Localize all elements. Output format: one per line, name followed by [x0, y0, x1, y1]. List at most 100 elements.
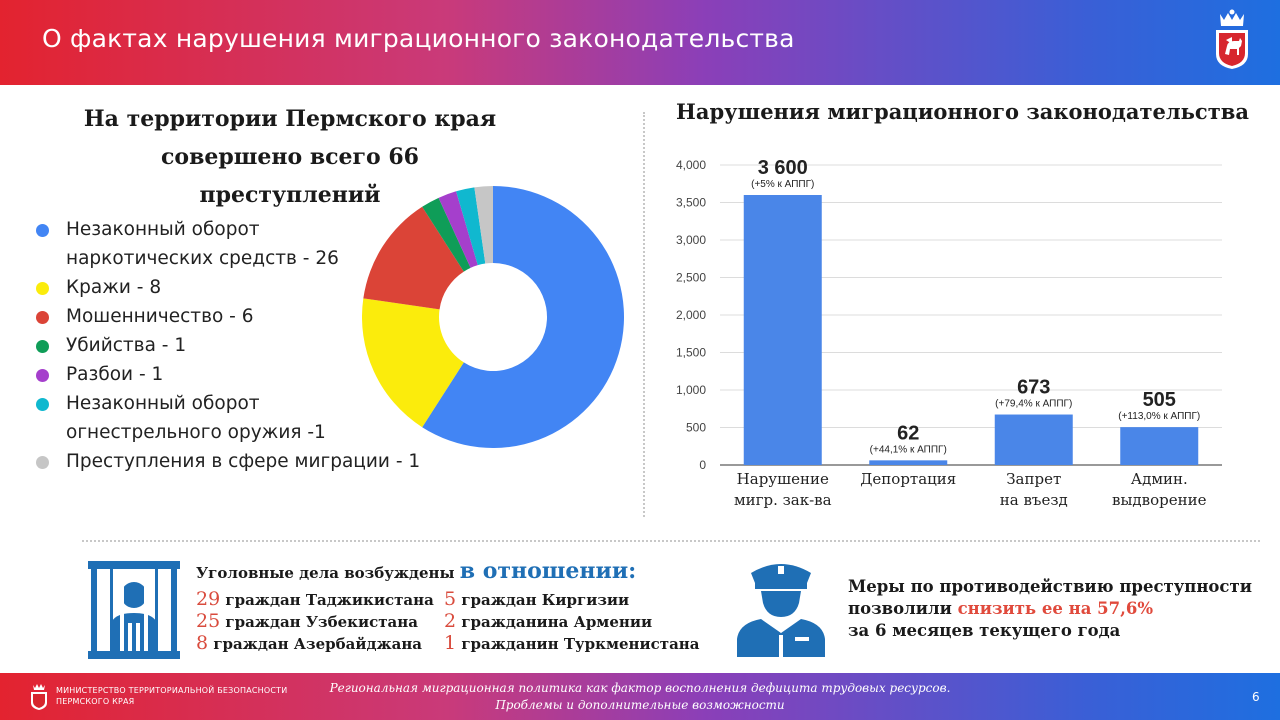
measures-line2-a: позволили [848, 599, 958, 618]
legend-label: Незаконный оборот [66, 219, 260, 240]
bar-note: (+44,1% к АППГ) [870, 444, 947, 455]
bar-chart-title: Нарушения миграционного законодательства [676, 99, 1249, 124]
cases-title: Уголовные дела возбуждены в отношении: [196, 558, 636, 584]
bar-value-label: 673 [1017, 377, 1050, 399]
coat-of-arms-icon [1216, 9, 1248, 69]
legend-swatch [36, 398, 49, 411]
x-category-label: Нарушение [737, 470, 829, 488]
horizontal-divider [82, 540, 1260, 542]
y-tick-label: 2,000 [676, 308, 706, 322]
case-count: 25 [196, 610, 221, 632]
y-tick-label: 3,000 [676, 233, 706, 247]
header-bar: О фактах нарушения миграционного законод… [0, 0, 1280, 85]
presentation-subtitle-line2: Проблемы и дополнительные возможности [495, 698, 785, 712]
y-tick-label: 1,000 [676, 383, 706, 397]
legend-label: Преступления в сфере миграции - 1 [66, 451, 421, 472]
cases-list-left: 29 граждан Таджикистана 25 граждан Узбеки… [196, 589, 434, 655]
legend-label: Кражи - 8 [66, 277, 162, 298]
case-row: 1 гражданин Туркменистана [444, 633, 700, 655]
legend-item: Преступления в сфере миграции - 1 [36, 447, 420, 476]
measures-text: Меры по противодействию преступности поз… [848, 576, 1252, 642]
case-count: 29 [196, 588, 221, 610]
legend-label: Незаконный оборот [66, 393, 260, 414]
legend-item: Разбои - 1 [36, 360, 420, 389]
legend-swatch [36, 456, 49, 469]
bar-value-label: 62 [897, 422, 919, 444]
case-row: 5 граждан Киргизии [444, 589, 700, 611]
legend-item: Незаконный оборот наркотических средств -… [36, 215, 420, 273]
bar-note: (+5% к АППГ) [751, 179, 814, 190]
legend-label: огнестрельного оружия -1 [66, 422, 326, 443]
presentation-subtitle: Региональная миграционная политика как ф… [300, 680, 980, 714]
footer-bar: МИНИСТЕРСТВО ТЕРРИТОРИАЛЬНОЙ БЕЗОПАСНОСТ… [0, 673, 1280, 720]
legend-item: Мошенничество - 6 [36, 302, 420, 331]
legend-label: Убийства - 1 [66, 335, 187, 356]
legend-item: Незаконный оборот огнестрельного оружия -… [36, 389, 420, 447]
donut-slice [456, 187, 486, 266]
case-nationality: граждан Узбекистана [220, 613, 418, 631]
case-count: 5 [444, 588, 457, 610]
bar-value-label: 3 600 [758, 157, 808, 179]
legend-swatch [36, 282, 49, 295]
case-nationality: гражданина Армении [456, 613, 653, 631]
measures-line2-highlight: снизить ее на 57,6% [957, 599, 1153, 618]
y-tick-label: 500 [686, 421, 706, 435]
page-title: О фактах нарушения миграционного законод… [42, 24, 795, 53]
x-category-label: Запрет [1006, 470, 1061, 488]
donut-slice [363, 206, 464, 310]
y-tick-label: 3,500 [676, 196, 706, 210]
ministry-name-line1: МИНИСТЕРСТВО ТЕРРИТОРИАЛЬНОЙ БЕЗОПАСНОСТ… [56, 686, 288, 695]
case-nationality: граждан Азербайджана [208, 635, 423, 653]
case-nationality: гражданин Туркменистана [456, 635, 700, 653]
legend-item: Убийства - 1 [36, 331, 420, 360]
x-category-label: мигр. зак-ва [734, 491, 832, 509]
case-row: 25 граждан Узбекистана [196, 611, 434, 633]
cases-list-right: 5 граждан Киргизии 2 гражданина Армении 1 … [444, 589, 700, 655]
cases-title-emph: в отношении: [459, 558, 637, 584]
crimes-legend: Незаконный оборот наркотических средств -… [36, 215, 420, 476]
donut-slice [422, 186, 624, 448]
y-tick-label: 4,000 [676, 158, 706, 172]
prisoner-icon [88, 561, 180, 659]
footer-coat-of-arms-icon [31, 684, 47, 710]
bar [869, 460, 948, 465]
case-count: 2 [444, 610, 457, 632]
presentation-subtitle-line1: Региональная миграционная политика как ф… [329, 681, 951, 695]
donut-slice [438, 191, 478, 268]
donut-slice [474, 186, 493, 264]
legend-swatch [36, 311, 49, 324]
bar [743, 195, 822, 465]
y-tick-label: 1,500 [676, 346, 706, 360]
legend-item: Кражи - 8 [36, 273, 420, 302]
bar-note: (+79,4% к АППГ) [995, 399, 1072, 410]
legend-swatch [36, 369, 49, 382]
case-count: 1 [444, 632, 457, 654]
ministry-name-line2: ПЕРМСКОГО КРАЯ [56, 697, 135, 706]
x-category-label: Админ. [1131, 470, 1188, 488]
crimes-title-line2: совершено всего 66 преступлений [161, 144, 419, 208]
x-category-label: выдворение [1112, 491, 1207, 509]
x-category-label: на въезд [1000, 491, 1068, 509]
measures-line1: Меры по противодействию преступности [848, 577, 1252, 596]
case-count: 8 [196, 632, 209, 654]
y-tick-label: 0 [699, 458, 706, 472]
measures-line3: за 6 месяцев текущего года [848, 621, 1121, 640]
case-row: 29 граждан Таджикистана [196, 589, 434, 611]
vertical-divider [643, 112, 645, 517]
y-tick-label: 2,500 [676, 271, 706, 285]
cases-title-text: Уголовные дела возбуждены [196, 564, 460, 582]
x-category-label: Депортация [860, 470, 956, 488]
page-number: 6 [1252, 690, 1260, 704]
crimes-donut-chart [362, 186, 624, 448]
bar-note: (+113,0% к АППГ) [1118, 411, 1200, 422]
legend-swatch [36, 340, 49, 353]
legend-label: наркотических средств - 26 [66, 248, 339, 269]
violations-bar-chart: 0 500 1,000 1,500 2,000 2,500 3,000 3,500 4,000 (… [676, 157, 1222, 509]
bar-value-label: 505 [1143, 389, 1176, 411]
crimes-title: На территории Пермского края совершено в… [70, 100, 510, 214]
case-nationality: граждан Таджикистана [220, 591, 434, 609]
crimes-title-line1: На территории Пермского края [83, 106, 497, 132]
bar [1120, 427, 1199, 465]
case-nationality: граждан Киргизии [456, 591, 630, 609]
donut-slice [362, 298, 464, 428]
